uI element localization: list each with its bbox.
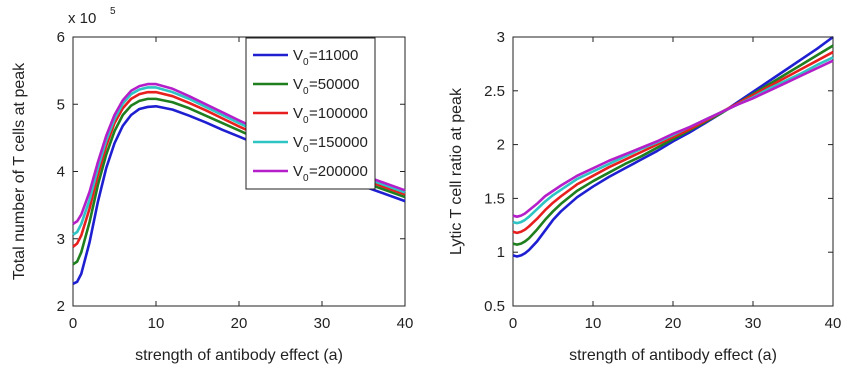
- left-y-tick-label: 4: [57, 164, 65, 181]
- left-legend-entry-1: =50000: [309, 76, 359, 93]
- left-legend-subscript: 0: [303, 173, 309, 184]
- right-plot: 0 10 20 30 40 0.5 1 1.5 2 2.5 3 strength of antibod…: [448, 29, 841, 364]
- left-x-tick-label: 30: [314, 315, 331, 332]
- right-x-tick-label: 40: [825, 315, 842, 332]
- right-series-line-1: [512, 44, 834, 246]
- left-legend-prefix: V: [293, 47, 303, 64]
- left-legend-subscript: 0: [303, 86, 309, 97]
- left-y-axis-label: Total number of T cells at peak: [11, 62, 28, 280]
- left-legend-entry-3: =150000: [309, 134, 368, 151]
- right-series-line-0: [512, 35, 834, 258]
- right-y-tick-label: 3: [497, 29, 505, 46]
- right-x-tick-label: 0: [509, 315, 517, 332]
- right-y-tick-label: 1: [497, 244, 505, 261]
- left-legend-subscript: 0: [303, 57, 309, 68]
- left-x-tick-label: 20: [231, 315, 248, 332]
- right-x-tick-label: 20: [665, 315, 682, 332]
- right-x-tick-label: 10: [585, 315, 602, 332]
- left-legend-entry-0: =11000: [309, 47, 358, 64]
- left-x-axis-label: strength of antibody effect (a): [135, 347, 343, 364]
- left-exponent-power: 5: [110, 6, 116, 17]
- right-x-axis-label: strength of antibody effect (a): [569, 347, 777, 364]
- right-y-tick-label: 2: [497, 137, 505, 154]
- left-y-tick-label: 3: [57, 231, 65, 248]
- left-x-tick-label: 0: [69, 315, 77, 332]
- left-legend-entry-4: =200000: [309, 163, 368, 180]
- right-series-line-4: [512, 59, 834, 218]
- right-y-tick-label: 2.5: [484, 83, 505, 100]
- right-y-tick-label: 0.5: [484, 298, 505, 315]
- left-legend-subscript: 0: [303, 115, 309, 126]
- left-legend-prefix: V: [293, 76, 303, 93]
- right-x-tick-label: 30: [745, 315, 762, 332]
- left-legend-prefix: V: [293, 134, 303, 151]
- left-x-tick-label: 10: [148, 315, 165, 332]
- right-y-tick-label: 1.5: [484, 190, 505, 207]
- right-y-axis-label: Lytic T cell ratio at peak: [448, 87, 465, 255]
- left-legend-prefix: V: [293, 163, 303, 180]
- left-y-tick-label: 6: [57, 29, 65, 46]
- right-series-line-3: [512, 56, 834, 225]
- left-legend-subscript: 0: [303, 144, 309, 155]
- left-legend-prefix: V: [293, 105, 303, 122]
- left-legend-entry-2: =100000: [309, 105, 368, 122]
- left-y-tick-label: 5: [57, 96, 65, 113]
- left-plot: 0 10 20 30 40 2 3 4 5 6 strength of antibody effec…: [11, 6, 413, 364]
- left-x-tick-label: 40: [397, 315, 414, 332]
- right-series-line-2: [512, 50, 834, 235]
- left-exponent-label: x 10: [68, 10, 96, 27]
- left-y-tick-label: 2: [57, 298, 65, 315]
